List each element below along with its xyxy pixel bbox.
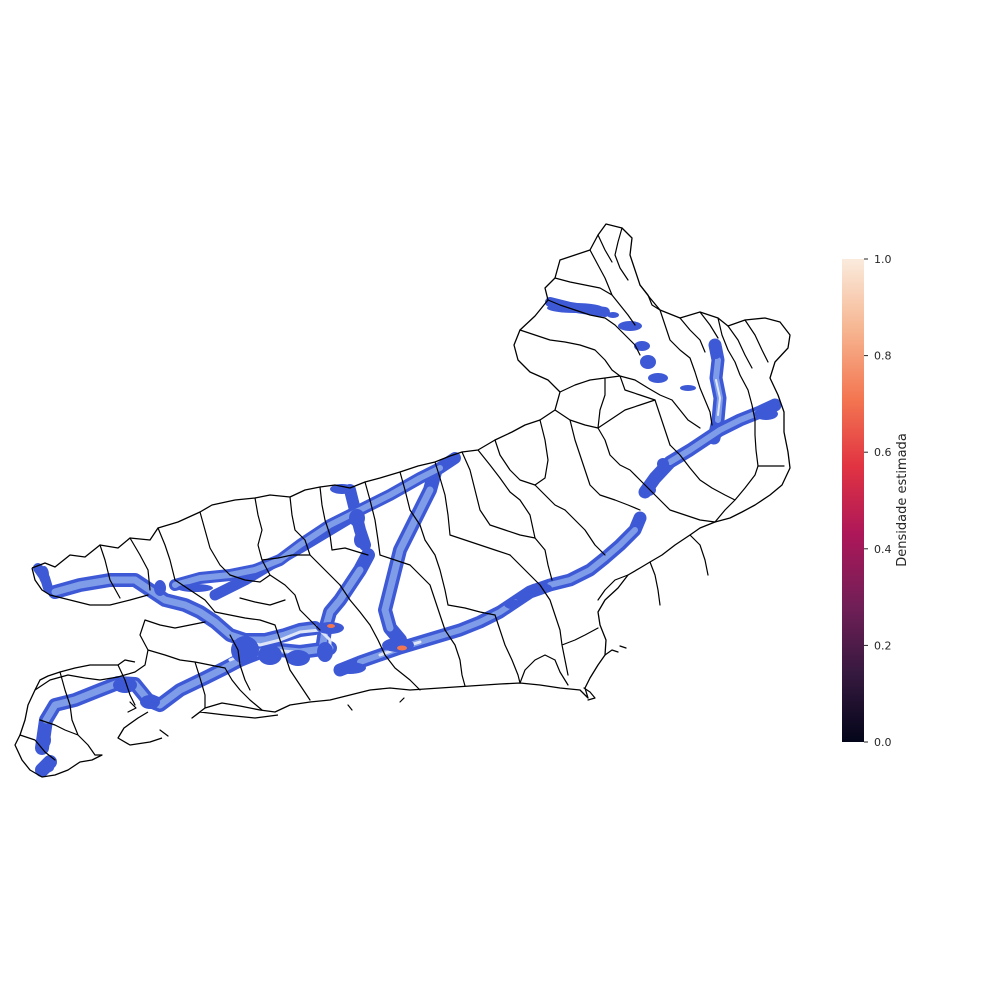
blob-center-1 [231,636,259,664]
state-outline [14,223,791,778]
colorbar: 0.0 0.2 0.4 0.6 0.8 1.0 Densidade estimada [842,253,910,749]
blob-far-west [39,566,49,584]
colorbar-tick-label: 1.0 [874,253,892,266]
colorbar-tick-label: 0.0 [874,736,892,749]
blob-center-4 [317,642,333,662]
blob-north-6 [680,385,696,391]
borders-west [19,511,263,761]
blob-north-4 [640,355,656,369]
blob-east-1 [528,583,552,593]
colorbar-tick-label: 0.6 [874,446,892,459]
density-layer [33,297,782,777]
blob-east-2 [504,599,520,609]
blob-mid-2 [354,532,366,548]
blob-sw-2 [39,732,51,748]
borders-islands [127,645,627,737]
blob-center-3 [286,650,310,666]
peak-1 [397,645,407,651]
borders-center-west [214,486,369,701]
borders-east [509,399,716,686]
density-peaks [327,624,407,651]
blob-north-7 [607,312,619,318]
blob-sw-3 [113,677,137,693]
blob-north-1 [547,303,603,313]
colorbar-tick-label: 0.8 [874,350,892,363]
blob-north-2 [618,321,642,331]
blob-north-3 [634,341,650,351]
borders-center [339,439,566,691]
blob-mid-1 [349,509,365,527]
blob-center-5 [334,662,366,674]
blob-sw-4 [140,695,160,709]
blob-ne-1 [710,341,722,359]
colorbar-tick-label: 0.2 [874,639,892,652]
blob-center-2 [258,645,282,665]
blob-ne-4 [754,408,778,420]
blob-nw-1 [330,484,354,494]
blob-north-5 [648,373,668,383]
colorbar-ticks: 0.0 0.2 0.4 0.6 0.8 1.0 [864,253,892,749]
density-mid [42,357,763,724]
colorbar-gradient [842,259,864,742]
borders-east-coast [597,444,759,606]
blob-sw-1 [36,763,54,773]
state-boundary [14,223,791,778]
blob-center-6 [316,622,344,634]
blob-ne-2 [657,458,669,470]
municipality-borders [19,227,785,761]
borders-north [519,227,785,467]
blob-mid-3 [154,580,166,596]
peak-2 [327,624,335,628]
colorbar-label: Densidade estimada [895,433,910,567]
blob-ne-3 [640,484,656,496]
blob-mid-4 [177,584,213,592]
blob-center-7 [382,638,414,652]
colorbar-tick-label: 0.4 [874,543,892,556]
